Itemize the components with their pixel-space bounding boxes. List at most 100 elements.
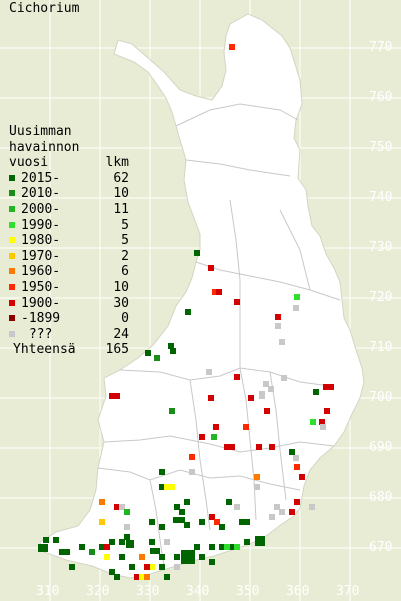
legend-year-label: 1960- [21, 264, 61, 280]
observation-marker [189, 469, 195, 475]
legend-year-header: vuosi [9, 155, 49, 171]
observation-marker [209, 514, 215, 520]
observation-marker [199, 519, 205, 525]
observation-marker [174, 504, 180, 510]
observation-marker [170, 348, 176, 354]
observation-marker [164, 484, 170, 490]
observation-markers [38, 44, 334, 580]
observation-marker [89, 549, 95, 555]
observation-marker [216, 289, 222, 295]
observation-marker [199, 434, 205, 440]
observation-marker [194, 544, 200, 550]
observation-marker [145, 350, 151, 356]
northing-label: 700 [369, 390, 393, 405]
legend-swatch [9, 252, 15, 259]
observation-marker [104, 544, 110, 550]
observation-marker [259, 393, 265, 399]
observation-marker [53, 537, 59, 543]
observation-marker [159, 554, 165, 560]
observation-marker [229, 544, 235, 550]
easting-label: 360 [286, 584, 310, 599]
observation-marker [149, 539, 155, 545]
observation-marker [194, 250, 200, 256]
legend-row: ??? 24 [9, 327, 129, 343]
legend-year-label: 1970- [21, 248, 61, 264]
observation-marker [119, 504, 125, 510]
legend-row: -1899 0 [9, 311, 129, 327]
observation-marker [114, 393, 120, 399]
legend-swatch [9, 190, 15, 197]
observation-cluster [38, 544, 48, 552]
observation-marker [149, 564, 155, 570]
northing-label: 680 [369, 490, 393, 505]
legend-year-label: ??? [21, 326, 53, 342]
legend-row: 1970- 2 [9, 249, 129, 265]
legend-header-line-1: Uusimman [9, 124, 72, 139]
legend-year-label: 2000- [21, 201, 61, 217]
observation-marker [224, 444, 230, 450]
observation-marker [206, 369, 212, 375]
map-title: Cichorium [9, 1, 80, 16]
observation-marker [64, 549, 70, 555]
observation-marker [173, 517, 179, 523]
observation-marker [268, 386, 274, 392]
observation-marker [263, 381, 269, 387]
legend-row: 2000- 11 [9, 202, 129, 218]
observation-marker [294, 499, 300, 505]
legend-count-header: lkm [105, 155, 129, 171]
northing-label: 770 [369, 40, 393, 55]
observation-marker [275, 323, 281, 329]
observation-marker [234, 374, 240, 380]
observation-marker [324, 408, 330, 414]
legend-count: 24 [113, 326, 129, 342]
legend-row: 1990- 5 [9, 218, 129, 234]
observation-marker [43, 537, 49, 543]
observation-marker [109, 539, 115, 545]
observation-marker [208, 395, 214, 401]
observation-marker [293, 305, 299, 311]
observation-marker [275, 314, 281, 320]
legend-count: 2 [121, 248, 129, 264]
northing-label: 750 [369, 140, 393, 155]
observation-marker [309, 504, 315, 510]
observation-marker [294, 464, 300, 470]
observation-marker [154, 355, 160, 361]
easting-label: 370 [336, 584, 360, 599]
observation-marker [212, 289, 218, 295]
legend-count: 11 [113, 201, 129, 217]
observation-marker [229, 44, 235, 50]
legend-year-label: 2010- [21, 186, 61, 202]
legend-header-line-3: vuosi lkm [9, 155, 129, 171]
legend: Uusimman havainnon vuosi lkm 2015- 62 2010… [9, 124, 129, 358]
observation-marker [159, 469, 165, 475]
observation-marker [256, 444, 262, 450]
observation-cluster [181, 550, 195, 564]
observation-marker [99, 544, 105, 550]
observation-marker [139, 554, 145, 560]
observation-marker [189, 454, 195, 460]
observation-marker [109, 393, 115, 399]
observation-marker [208, 265, 214, 271]
observation-marker [59, 549, 65, 555]
legend-year-label: 2015- [21, 170, 61, 186]
observation-marker [209, 544, 215, 550]
northing-label: 730 [369, 240, 393, 255]
observation-marker [179, 509, 185, 515]
northing-label: 690 [369, 440, 393, 455]
observation-marker [244, 519, 250, 525]
legend-swatch [9, 283, 15, 290]
legend-count: 5 [121, 217, 129, 233]
observation-marker [169, 408, 175, 414]
observation-marker [310, 419, 316, 425]
observation-marker [99, 519, 105, 525]
observation-marker [109, 569, 115, 575]
observation-marker [234, 299, 240, 305]
observation-marker [114, 504, 120, 510]
observation-marker [219, 544, 225, 550]
observation-marker [319, 419, 325, 425]
observation-marker [119, 554, 125, 560]
observation-marker [184, 522, 190, 528]
observation-cluster [126, 540, 134, 548]
observation-marker [243, 424, 249, 430]
